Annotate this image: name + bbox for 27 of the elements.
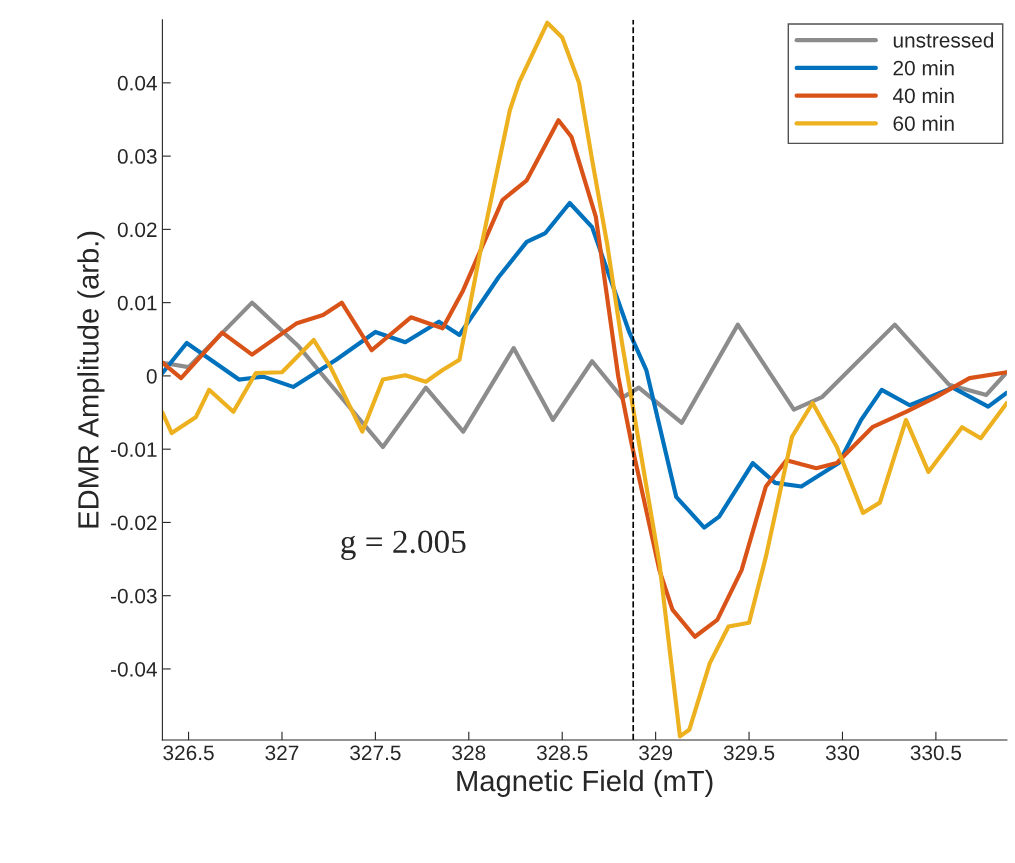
- y-axis-title: EDMR Amplitude (arb.): [77, 231, 105, 528]
- line-series: [162, 300, 1007, 450]
- x-tick-label: 329.5: [723, 745, 775, 761]
- y-tick-label: 0.04: [117, 75, 157, 91]
- x-tick-label: 326.5: [163, 745, 214, 761]
- line-series: [162, 20, 1007, 739]
- x-axis-title: Magnetic Field (mT): [457, 769, 713, 798]
- x-tick-label: 327: [265, 745, 299, 761]
- y-tick-label: -0.03: [110, 588, 157, 604]
- x-tick-label: 328: [452, 745, 486, 761]
- y-tick-label: -0.02: [110, 515, 157, 531]
- x-tick-label: 329: [639, 745, 673, 761]
- x-tick-label: 327.5: [350, 745, 401, 761]
- y-tick-label: 0: [146, 368, 157, 384]
- x-tick-label: 328.5: [536, 745, 588, 761]
- legend-label: 20 min: [893, 60, 954, 76]
- y-tick-label: -0.04: [110, 661, 157, 677]
- legend-label: unstressed: [893, 32, 994, 48]
- y-tick-label: 0.03: [117, 149, 157, 164]
- legend-label: 60 min: [893, 115, 954, 131]
- y-tick-label: -0.01: [110, 442, 157, 457]
- x-tick-label: 330.5: [910, 745, 962, 761]
- legend-label: 40 min: [892, 87, 954, 104]
- y-tick-label: 0.02: [117, 222, 157, 238]
- x-tick-label: 330: [825, 745, 860, 761]
- annotation: g = 2.005: [341, 530, 466, 560]
- y-tick-label: 0.01: [117, 295, 157, 311]
